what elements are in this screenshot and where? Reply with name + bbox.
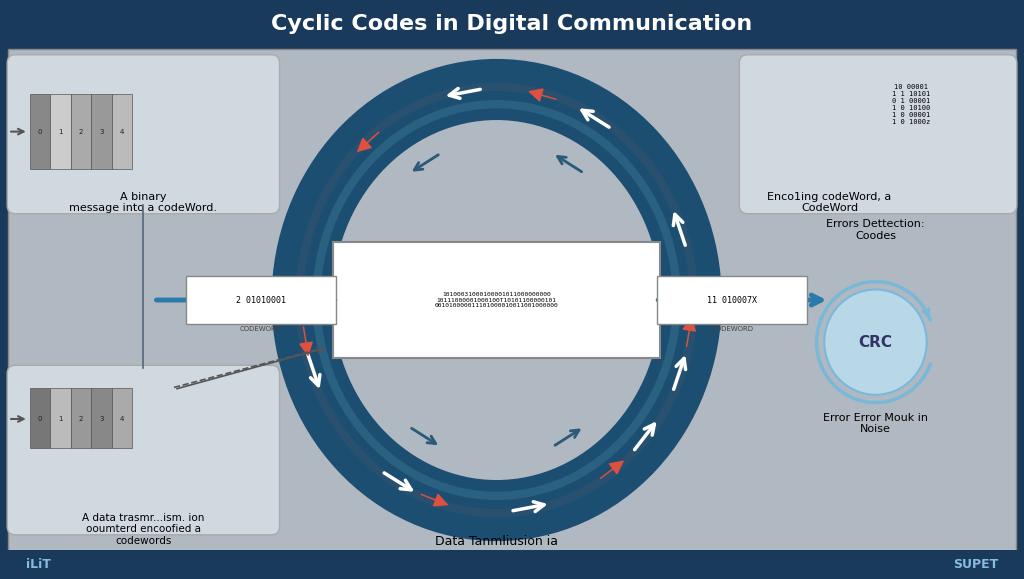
FancyBboxPatch shape bbox=[71, 94, 91, 170]
FancyBboxPatch shape bbox=[112, 94, 132, 170]
Text: A data trasmr...ism. ion
ooumterd encoofied a
codewords: A data trasmr...ism. ion ooumterd encoof… bbox=[82, 512, 205, 546]
Text: Enco1ing codeWord, a
CodeWord: Enco1ing codeWord, a CodeWord bbox=[767, 192, 892, 213]
FancyBboxPatch shape bbox=[7, 365, 280, 535]
FancyBboxPatch shape bbox=[739, 55, 1017, 214]
Circle shape bbox=[824, 290, 927, 395]
Text: 1: 1 bbox=[58, 416, 62, 422]
Text: SUPET: SUPET bbox=[953, 558, 998, 571]
Text: 10 00001
1 1 10101
0 1 00001
1 0 10100
1 0 00001
1 0 1000z: 10 00001 1 1 10101 0 1 00001 1 0 10100 1… bbox=[892, 84, 931, 125]
Text: Cyclic Codes in Digital Communication: Cyclic Codes in Digital Communication bbox=[271, 14, 753, 34]
FancyBboxPatch shape bbox=[91, 389, 112, 449]
Text: CRC: CRC bbox=[858, 335, 893, 350]
Text: 0: 0 bbox=[38, 416, 42, 422]
Text: 2: 2 bbox=[79, 129, 83, 134]
Text: 3: 3 bbox=[99, 416, 103, 422]
Text: iLiT: iLiT bbox=[26, 558, 50, 571]
FancyBboxPatch shape bbox=[91, 94, 112, 170]
FancyBboxPatch shape bbox=[657, 276, 807, 324]
FancyBboxPatch shape bbox=[333, 242, 660, 358]
Text: 3: 3 bbox=[99, 129, 103, 134]
FancyBboxPatch shape bbox=[7, 55, 280, 214]
Text: 10100031000100001011000000000
10111000001000100T10101100000101
00101000001110100: 10100031000100001011000000000 1011100000… bbox=[435, 292, 558, 309]
FancyBboxPatch shape bbox=[30, 389, 50, 449]
FancyBboxPatch shape bbox=[186, 276, 336, 324]
Text: 4: 4 bbox=[120, 416, 124, 422]
FancyBboxPatch shape bbox=[30, 94, 50, 170]
Text: 2: 2 bbox=[79, 416, 83, 422]
FancyBboxPatch shape bbox=[8, 49, 1016, 553]
FancyBboxPatch shape bbox=[112, 389, 132, 449]
Text: Data Tanmliusion ia
Cyilic Redundancy (Check): Data Tanmliusion ia Cyilic Redundancy (C… bbox=[413, 535, 581, 563]
FancyBboxPatch shape bbox=[50, 94, 71, 170]
FancyBboxPatch shape bbox=[50, 389, 71, 449]
Text: Errors Dettection:
Coodes: Errors Dettection: Coodes bbox=[826, 219, 925, 240]
Text: 11 010007X: 11 010007X bbox=[708, 295, 757, 305]
FancyBboxPatch shape bbox=[0, 0, 1024, 47]
Ellipse shape bbox=[334, 122, 659, 478]
Text: Error Error Mouk in
Noise: Error Error Mouk in Noise bbox=[823, 413, 928, 434]
Text: 0: 0 bbox=[38, 129, 42, 134]
Text: 1: 1 bbox=[58, 129, 62, 134]
Text: CODEWORD: CODEWORD bbox=[711, 327, 754, 332]
FancyBboxPatch shape bbox=[71, 389, 91, 449]
Text: CODEWORD: CODEWORD bbox=[240, 327, 283, 332]
Text: A binary
message into a codeWord.: A binary message into a codeWord. bbox=[70, 192, 217, 213]
Text: 2 01010001: 2 01010001 bbox=[237, 295, 286, 305]
Text: 4: 4 bbox=[120, 129, 124, 134]
FancyBboxPatch shape bbox=[0, 549, 1024, 579]
